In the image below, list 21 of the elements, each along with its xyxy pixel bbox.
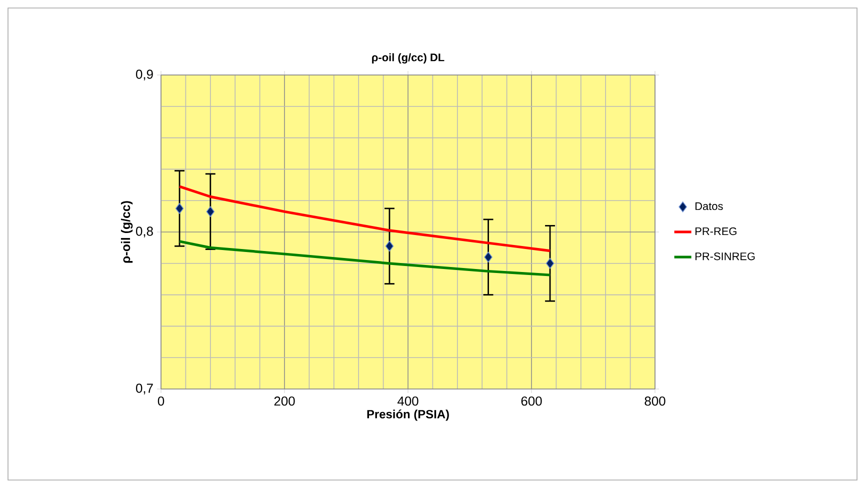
point bbox=[385, 240, 394, 252]
point bbox=[546, 258, 554, 269]
point bbox=[206, 206, 215, 217]
x-tick-label: 600 bbox=[521, 396, 542, 406]
x-axis-title: Presión (PSIA) bbox=[367, 410, 449, 421]
line-series bbox=[178, 240, 552, 276]
legend-label: PR-SINREG bbox=[696, 252, 755, 260]
point bbox=[175, 203, 184, 214]
y-tick-label: 0,9 bbox=[136, 70, 153, 80]
y-tick-label: 0,8 bbox=[136, 226, 153, 238]
point bbox=[484, 252, 492, 262]
x-tick-label: 400 bbox=[397, 396, 418, 406]
x-tick-label: 0 bbox=[158, 396, 164, 406]
x-tick-label: 200 bbox=[274, 396, 295, 406]
line-series bbox=[178, 185, 552, 252]
y-axis-title: ρ-oil (g/cc) bbox=[120, 201, 133, 263]
chart-title: ρ-oil (g/cc) DL bbox=[372, 53, 444, 64]
legend-label: Datos bbox=[696, 202, 723, 210]
y-tick-label: 0,7 bbox=[136, 384, 153, 394]
x-tick-label: 800 bbox=[644, 396, 666, 406]
legend-label: PR-REG bbox=[696, 227, 736, 236]
